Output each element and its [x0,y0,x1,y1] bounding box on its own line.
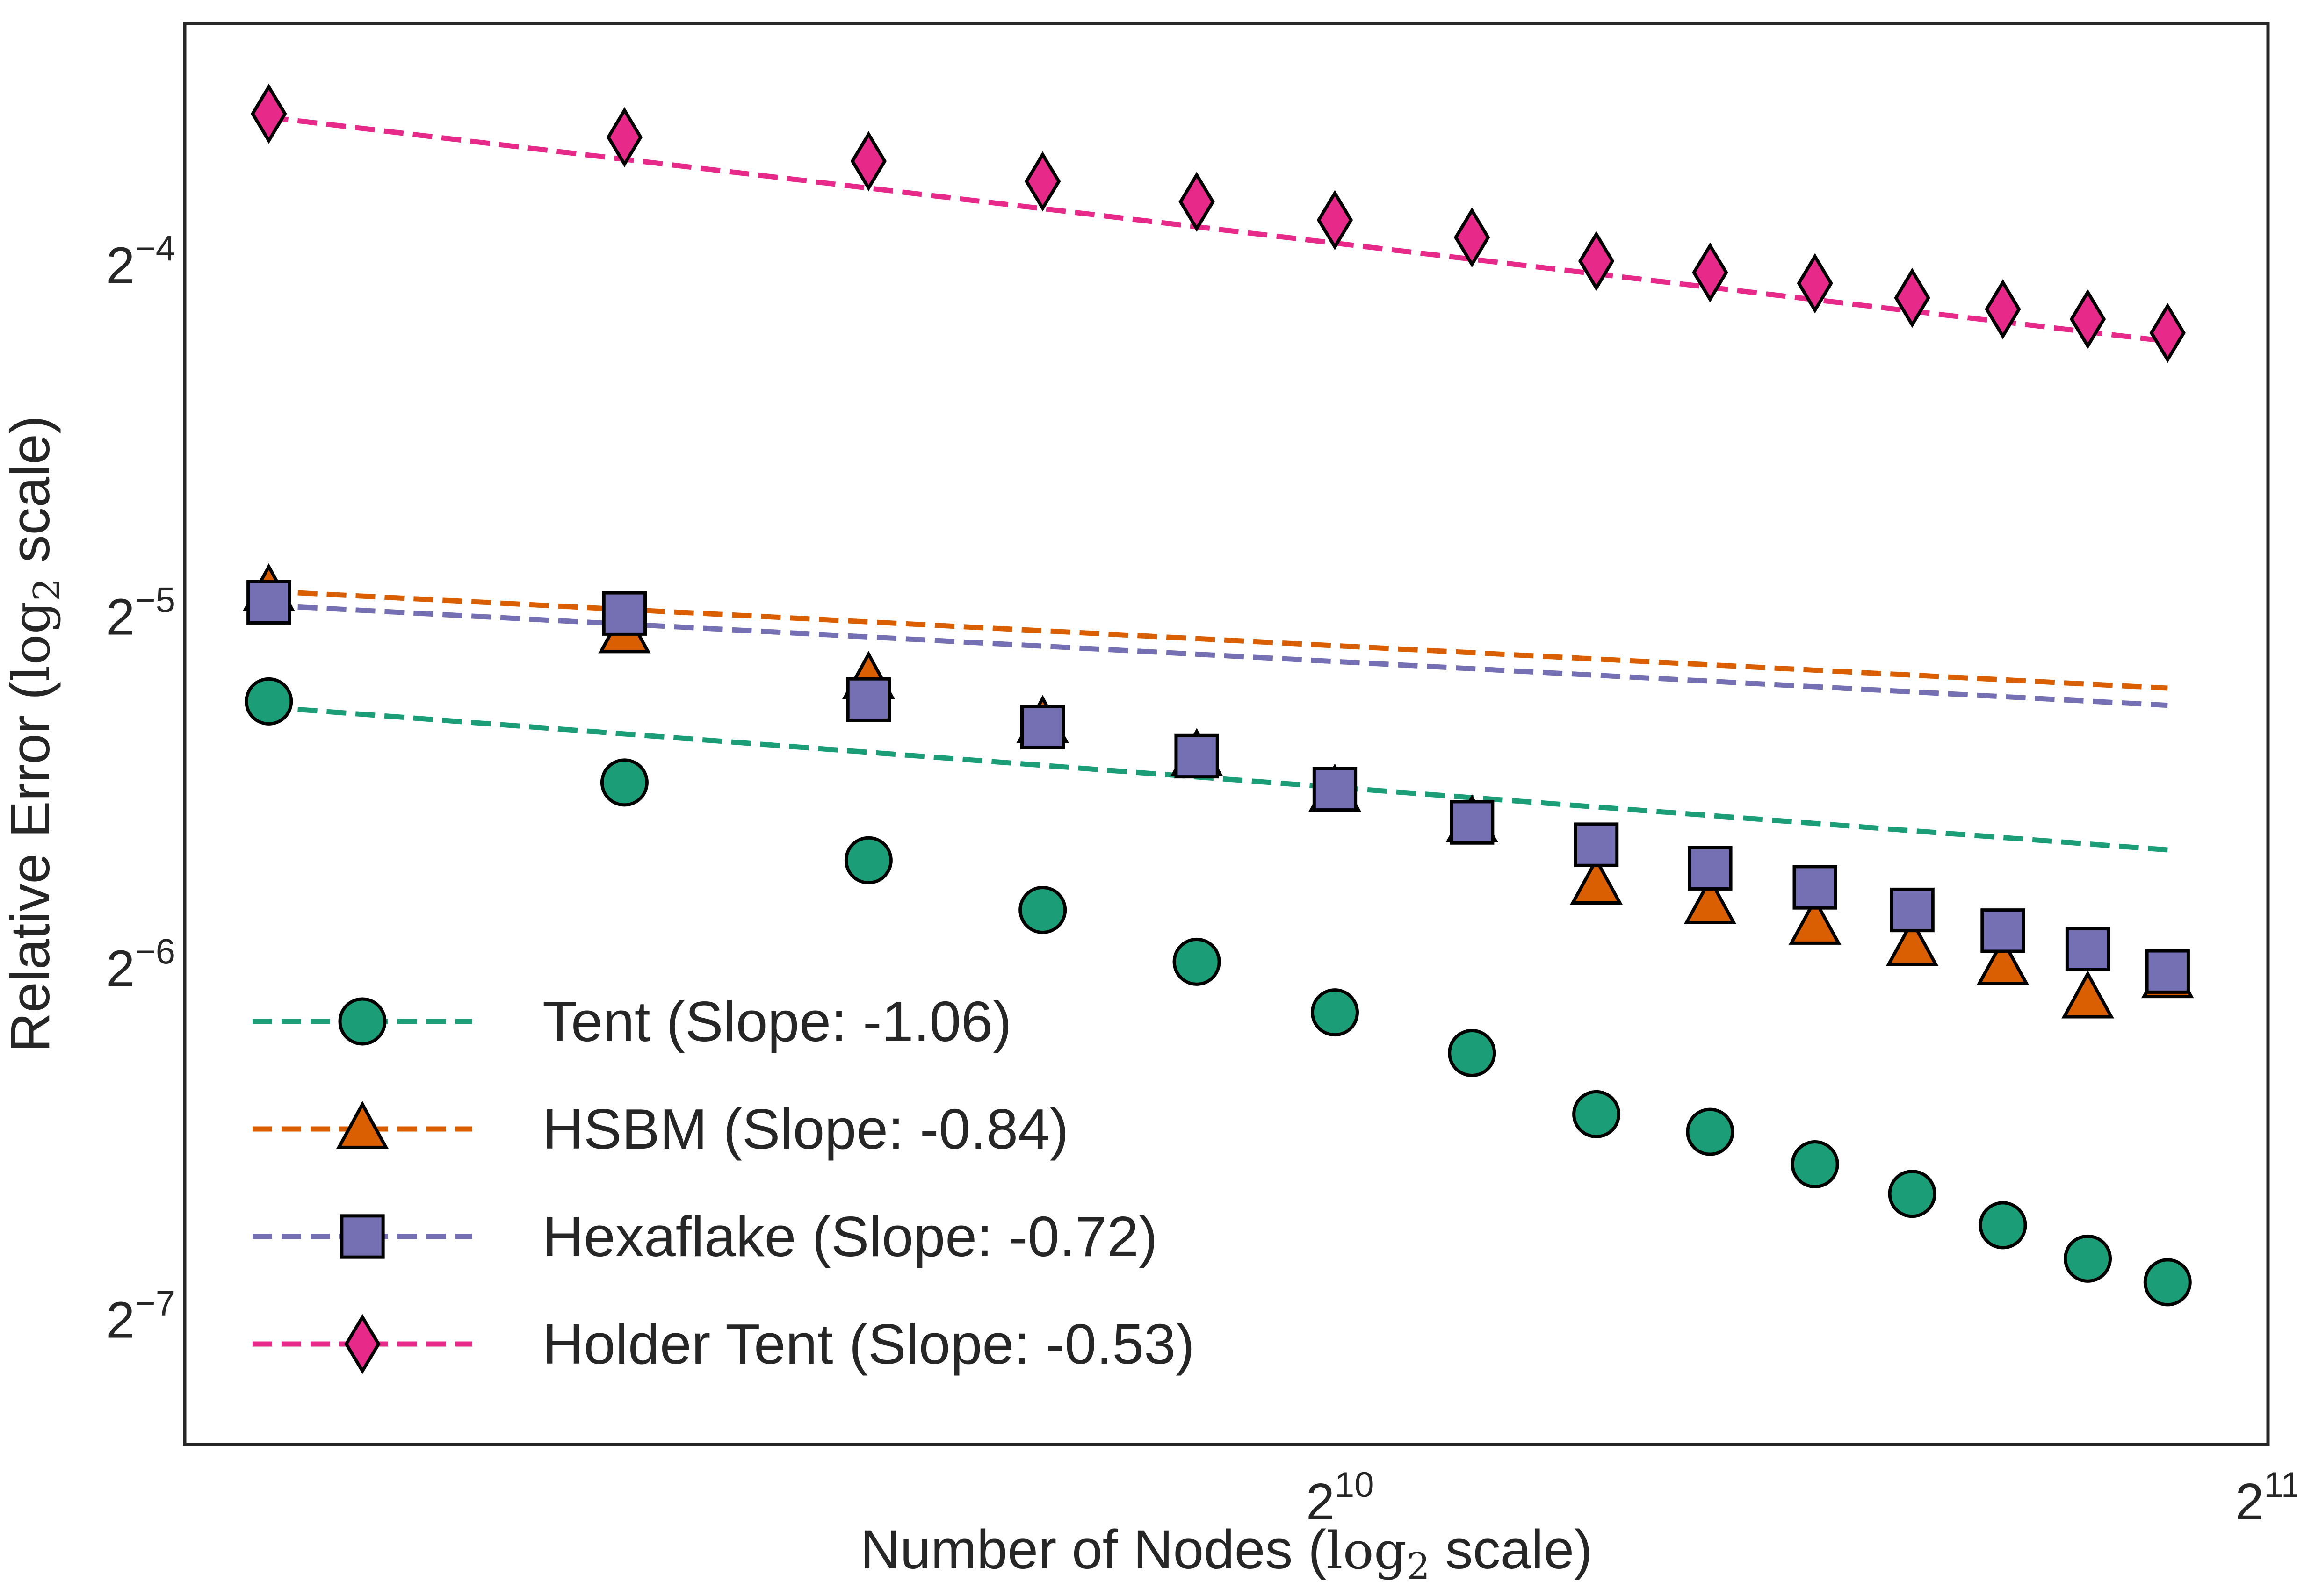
y-tick-label-1: 2−5 [106,580,175,646]
series-3-point-3 [1025,151,1061,212]
x-axis-label-suffix: scale) [1430,1519,1593,1581]
series-2-point-8 [1688,846,1733,891]
series-3-point-13 [2149,302,2186,363]
series-2-point-13 [2145,949,2190,994]
series-0-point-7 [1572,1090,1621,1138]
series-2-point-3 [1020,705,1065,749]
legend: Tent (Slope: -1.06) HSBM (Slope: -0.84) He… [253,990,1195,1376]
series-0-point-6 [1448,1028,1496,1077]
series-3-point-0 [251,83,287,144]
series-3-point-9 [1797,253,1833,314]
series-2-point-9 [1792,865,1837,910]
series-2-fit-line [268,603,2168,708]
series-2-point-6 [1450,800,1495,845]
legend-label-3: Holder Tent (Slope: -0.53) [542,1312,1195,1376]
series-2-point-12 [2065,927,2110,971]
y-axis-label-prefix: Relative Error ( [0,682,61,1052]
series-3-point-12 [2069,289,2106,349]
series-0-point-0 [245,677,293,726]
x-axis-label-prefix: Number of Nodes ( [860,1519,1327,1581]
legend-label-1: HSBM (Slope: -0.84) [542,1097,1069,1161]
legend-label-0: Tent (Slope: -1.06) [542,990,1012,1053]
series-0 [245,677,2192,1307]
series-0-point-12 [2064,1234,2112,1283]
x-tick-label-1: 211 [2235,1465,2297,1531]
series-1-point-9 [1788,896,1842,945]
y-tick-label-3: 2−7 [106,1284,175,1349]
series-3-point-6 [1454,207,1490,268]
series-2-point-2 [846,677,891,722]
series-3-point-11 [1985,279,2021,339]
series-2-point-0 [246,580,291,625]
x-axis-label-math: log [1326,1521,1407,1581]
series-3-point-7 [1578,231,1615,291]
series-3-point-5 [1316,190,1353,251]
x-tick-label-0: 210 [1306,1465,1374,1531]
series-3-point-1 [606,107,643,167]
legend-item-0: Tent (Slope: -1.06) [253,990,1012,1053]
series-2-point-5 [1312,767,1358,812]
series-3-point-10 [1894,267,1930,328]
legend-item-3: Holder Tent (Slope: -0.53) [253,1312,1195,1376]
y-tick-label-0: 2−4 [106,229,175,294]
ticks-layer: 210 211 2−4 2−5 2−6 2−7 [106,229,2297,1531]
legend-marker-0 [338,997,387,1046]
series-0-point-5 [1310,988,1359,1037]
series-0-point-9 [1791,1140,1839,1188]
series-2-point-4 [1174,733,1219,779]
legend-label-2: Hexaflake (Slope: -0.72) [542,1205,1158,1268]
y-tick-label-2: 2−6 [106,932,175,997]
series-1-point-8 [1683,876,1737,925]
series-2 [246,580,2190,994]
x-axis-label-subscript: 2 [1407,1546,1430,1588]
series-2-point-10 [1890,887,1935,933]
series-0-point-11 [1979,1201,2027,1250]
series-3 [251,83,2186,363]
legend-marker-3 [344,1314,381,1374]
series-0-point-1 [600,758,649,807]
series-1-point-12 [2061,970,2114,1019]
series-0-point-10 [1888,1170,1936,1218]
series-2-point-11 [1980,908,2025,953]
y-axis-label-suffix: scale) [0,416,61,578]
y-axis-label: Relative Error (log2 scale) [0,416,68,1052]
series-3-point-4 [1178,172,1215,232]
series-0-point-13 [2143,1258,2192,1307]
x-axis-label: Number of Nodes (log2 scale) [860,1519,1593,1588]
series-0-point-8 [1686,1107,1734,1156]
legend-marker-1 [336,1100,389,1149]
series-1-point-10 [1885,918,1939,966]
series-3-point-2 [850,131,887,192]
series-0-point-2 [844,836,893,884]
legend-item-1: HSBM (Slope: -0.84) [253,1097,1069,1161]
y-axis-label-subscript: 2 [26,578,68,601]
legend-marker-2 [340,1214,385,1259]
series-0-point-4 [1172,937,1221,986]
series-2-point-1 [602,591,647,636]
series-1-point-11 [1976,937,2030,985]
plot-frame [183,22,2270,1446]
series-0-point-3 [1018,886,1067,935]
y-axis-label-math: log [1,601,61,682]
series-2-point-7 [1574,822,1619,867]
series-1-fit-line [268,589,2168,691]
series-1-point-7 [1570,856,1623,905]
legend-item-2: Hexaflake (Slope: -0.72) [253,1205,1158,1268]
series-3-point-8 [1692,242,1728,303]
series-layer [242,83,2194,1307]
